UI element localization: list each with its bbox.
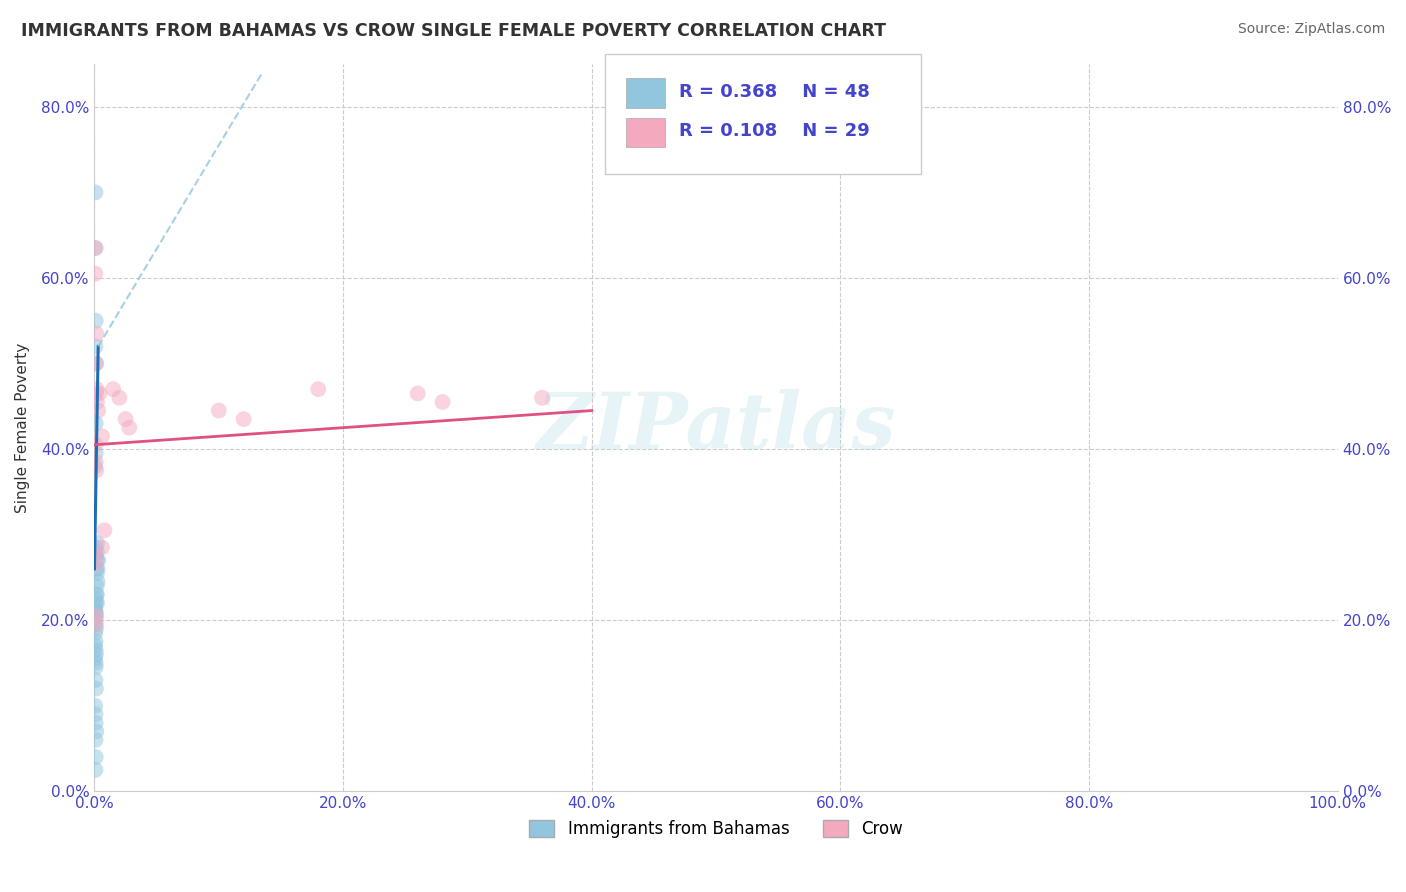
Point	[86, 724, 108, 739]
Legend: Immigrants from Bahamas, Crow: Immigrants from Bahamas, Crow	[523, 814, 910, 845]
Point	[84, 455, 107, 469]
Point	[86, 357, 108, 371]
Point	[108, 391, 131, 405]
Point	[86, 382, 108, 396]
Point	[86, 395, 108, 409]
Point	[89, 386, 111, 401]
Point	[84, 608, 107, 623]
Point	[84, 634, 107, 648]
Point	[84, 643, 107, 657]
Point	[101, 382, 124, 396]
Point	[84, 591, 107, 606]
Point	[86, 326, 108, 341]
Point	[84, 763, 107, 777]
Point	[86, 562, 108, 576]
Point	[84, 605, 107, 619]
Point	[86, 587, 108, 601]
Point	[84, 596, 107, 610]
Point	[84, 613, 107, 627]
Point	[208, 403, 231, 417]
Point	[86, 596, 108, 610]
Text: R = 0.108    N = 29: R = 0.108 N = 29	[679, 122, 870, 140]
Point	[86, 574, 108, 589]
Point	[84, 267, 107, 281]
Point	[93, 524, 115, 538]
Point	[84, 673, 107, 687]
Point	[307, 382, 329, 396]
Point	[530, 391, 553, 405]
Point	[84, 681, 107, 696]
Point	[84, 314, 107, 328]
Point	[84, 459, 107, 474]
Point	[84, 660, 107, 674]
Point	[84, 339, 107, 353]
Point	[84, 750, 107, 764]
Point	[84, 651, 107, 665]
Point	[86, 553, 108, 567]
Point	[84, 600, 107, 615]
Text: Source: ZipAtlas.com: Source: ZipAtlas.com	[1237, 22, 1385, 37]
Point	[84, 386, 107, 401]
Point	[114, 412, 136, 426]
Point	[86, 562, 108, 576]
Point	[86, 536, 108, 550]
Point	[84, 558, 107, 572]
Point	[118, 420, 141, 434]
Point	[84, 707, 107, 722]
Point	[84, 549, 107, 563]
Point	[86, 545, 108, 559]
Point	[84, 626, 107, 640]
Point	[406, 386, 429, 401]
Point	[84, 656, 107, 670]
Point	[84, 438, 107, 452]
Point	[84, 241, 107, 255]
Point	[84, 605, 107, 619]
Y-axis label: Single Female Poverty: Single Female Poverty	[15, 343, 30, 513]
Point	[84, 446, 107, 460]
Point	[84, 186, 107, 200]
Point	[90, 429, 112, 443]
Point	[86, 566, 108, 580]
Point	[84, 639, 107, 653]
Point	[84, 357, 107, 371]
Point	[86, 579, 108, 593]
Point	[84, 417, 107, 431]
Point	[84, 715, 107, 730]
Point	[86, 608, 108, 623]
Point	[86, 463, 108, 477]
Point	[87, 403, 110, 417]
Point	[84, 648, 107, 662]
Text: ZIPatlas: ZIPatlas	[536, 390, 896, 466]
Point	[432, 395, 454, 409]
Point	[86, 617, 108, 632]
Point	[84, 549, 107, 563]
Point	[84, 241, 107, 255]
Point	[87, 553, 110, 567]
Point	[84, 617, 107, 632]
Point	[90, 541, 112, 555]
Point	[84, 541, 107, 555]
Point	[86, 587, 108, 601]
Text: R = 0.368    N = 48: R = 0.368 N = 48	[679, 83, 870, 101]
Point	[84, 733, 107, 747]
Point	[84, 698, 107, 713]
Point	[232, 412, 254, 426]
Point	[84, 622, 107, 636]
Text: IMMIGRANTS FROM BAHAMAS VS CROW SINGLE FEMALE POVERTY CORRELATION CHART: IMMIGRANTS FROM BAHAMAS VS CROW SINGLE F…	[21, 22, 886, 40]
